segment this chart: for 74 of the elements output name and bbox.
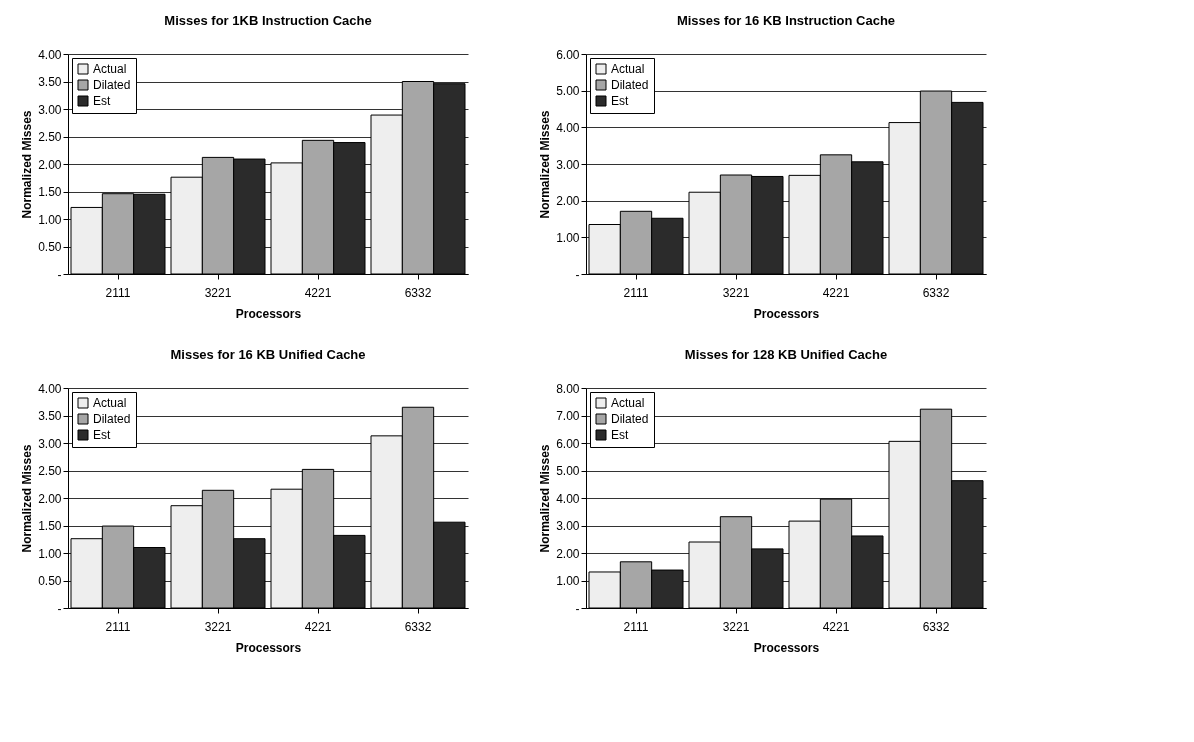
- x-tick-label: 6332: [404, 285, 432, 300]
- x-tick-label: 2111: [105, 285, 131, 300]
- x-tick-label: 6332: [404, 619, 432, 634]
- x-tick-label: 4221: [304, 619, 332, 634]
- y-tick-label: 1.00: [38, 546, 62, 561]
- y-tick-label: -: [57, 601, 62, 616]
- y-tick-label: 1.00: [556, 230, 580, 245]
- y-tick-label: 8.00: [556, 381, 580, 396]
- y-tick-label: 3.00: [556, 519, 580, 533]
- y-tick-label: 6.00: [556, 47, 580, 62]
- y-tick-label: -: [57, 267, 62, 282]
- legend-label: Dilated: [611, 412, 649, 426]
- x-tick-label: 2111: [623, 619, 649, 634]
- legend-label: Actual: [93, 396, 127, 410]
- x-tick-label: 4221: [822, 619, 850, 634]
- y-tick-label: 3.00: [556, 157, 580, 172]
- y-axis-title: Normalized Misses: [538, 110, 553, 219]
- y-tick-label: -: [575, 267, 580, 282]
- y-axis-title: Normalized Misses: [20, 444, 35, 553]
- x-tick-label: 4221: [822, 285, 850, 300]
- y-tick-label: 0.50: [38, 240, 62, 254]
- x-axis-title: Processors: [753, 306, 820, 321]
- y-tick-label: 3.50: [38, 75, 62, 89]
- y-tick-label: 4.00: [556, 120, 580, 135]
- y-tick-label: 2.50: [38, 130, 62, 144]
- legend-label: Est: [93, 428, 111, 442]
- y-tick-label: 5.00: [556, 84, 580, 99]
- y-tick-label: -: [575, 601, 580, 616]
- y-axis-title: Normalized Misses: [538, 444, 553, 553]
- x-tick-label: 6332: [922, 285, 950, 300]
- legend-label: Dilated: [611, 78, 649, 92]
- y-tick-label: 3.00: [38, 102, 62, 117]
- y-tick-label: 6.00: [556, 436, 580, 451]
- legend-label: Actual: [93, 62, 127, 76]
- y-tick-label: 2.00: [556, 546, 580, 561]
- legend-label: Dilated: [93, 412, 131, 426]
- x-tick-label: 3221: [204, 619, 232, 634]
- y-tick-label: 1.50: [38, 519, 62, 533]
- y-tick-label: 2.00: [38, 491, 62, 506]
- chart-title: Misses for 128 KB Unified Cache: [684, 347, 888, 362]
- x-tick-label: 2111: [623, 285, 649, 300]
- x-tick-label: 6332: [922, 619, 950, 634]
- y-tick-label: 4.00: [38, 47, 62, 62]
- legend-label: Dilated: [93, 78, 131, 92]
- legend-label: Actual: [611, 62, 645, 76]
- x-tick-label: 4221: [304, 285, 332, 300]
- y-tick-label: 7.00: [556, 409, 580, 423]
- y-tick-label: 2.50: [38, 464, 62, 478]
- x-axis-title: Processors: [753, 640, 820, 655]
- legend-label: Actual: [611, 396, 645, 410]
- chart-title: Misses for 1KB Instruction Cache: [164, 13, 372, 28]
- y-tick-label: 3.50: [38, 409, 62, 423]
- legend-label: Est: [611, 94, 629, 108]
- y-tick-label: 3.00: [38, 436, 62, 451]
- y-tick-label: 4.00: [38, 381, 62, 396]
- chart-title: Misses for 16 KB Instruction Cache: [676, 13, 896, 28]
- y-axis-title: Normalized Misses: [20, 110, 35, 219]
- legend-label: Est: [611, 428, 629, 442]
- y-tick-label: 0.50: [38, 574, 62, 588]
- y-tick-label: 2.00: [38, 157, 62, 172]
- y-tick-label: 2.00: [556, 194, 580, 209]
- y-tick-label: 1.00: [38, 212, 62, 227]
- y-tick-label: 1.00: [556, 574, 580, 588]
- y-tick-label: 1.50: [38, 185, 62, 199]
- x-tick-label: 3221: [204, 285, 232, 300]
- y-tick-label: 4.00: [556, 491, 580, 506]
- x-axis-title: Processors: [235, 640, 302, 655]
- x-axis-title: Processors: [235, 306, 302, 321]
- x-tick-label: 2111: [105, 619, 131, 634]
- x-tick-label: 3221: [722, 285, 750, 300]
- legend-label: Est: [93, 94, 111, 108]
- x-tick-label: 3221: [722, 619, 750, 634]
- y-tick-label: 5.00: [556, 464, 580, 478]
- chart-title: Misses for 16 KB Unified Cache: [170, 347, 366, 362]
